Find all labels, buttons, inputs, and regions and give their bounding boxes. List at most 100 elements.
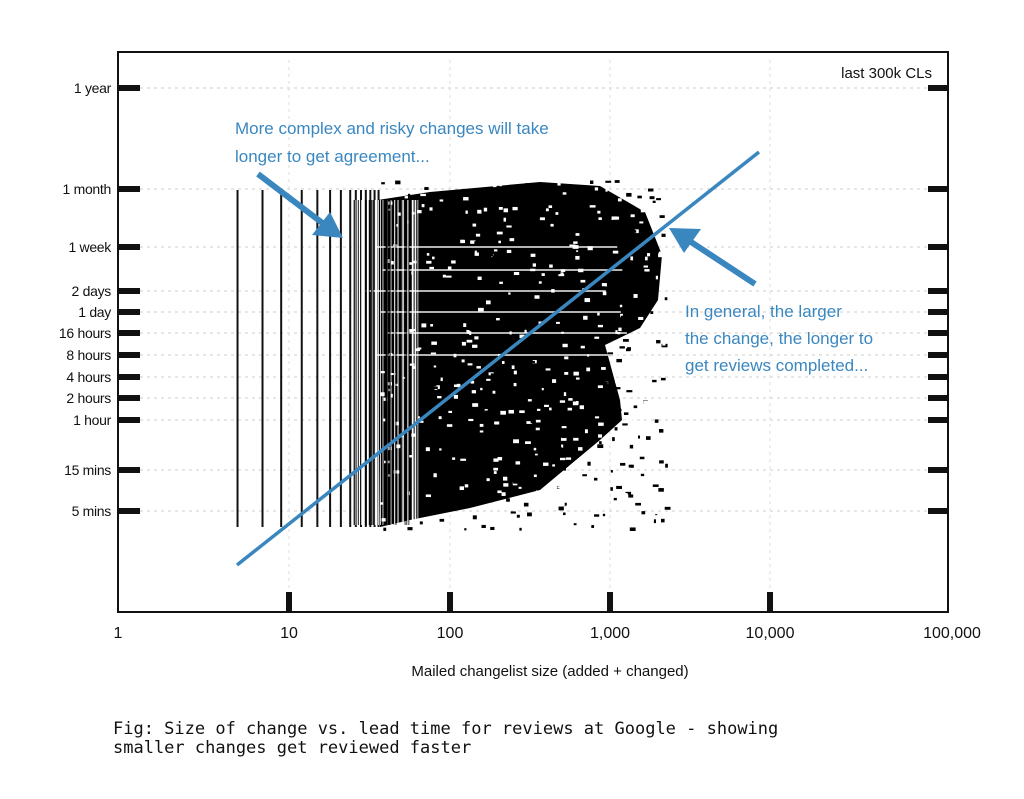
scatter-point <box>660 522 663 526</box>
scatter-point <box>540 396 543 400</box>
scatter-point <box>594 514 600 517</box>
scatter-point <box>580 251 587 255</box>
scatter-point <box>407 193 411 198</box>
scatter-point <box>522 446 528 450</box>
scatter-band <box>377 354 618 356</box>
scatter-point <box>653 519 657 524</box>
scatter-point <box>499 281 503 284</box>
scatter-point <box>530 253 536 257</box>
scatter-point <box>616 485 623 489</box>
scatter-point <box>536 490 539 493</box>
scatter-point <box>623 419 629 423</box>
scatter-point <box>653 427 659 432</box>
scatter-point <box>512 482 518 486</box>
y-tick-right <box>928 467 948 473</box>
scatter-point <box>639 456 645 460</box>
scatter-point <box>649 440 655 444</box>
scatter-point <box>545 368 551 371</box>
scatter-point <box>610 487 613 491</box>
scatter-point <box>480 371 486 375</box>
scatter-point <box>635 502 642 506</box>
scatter-point <box>506 225 512 228</box>
scatter-point <box>407 256 414 260</box>
figure-caption: Fig: Size of change vs. lead time for re… <box>113 719 779 758</box>
scatter-point <box>438 416 442 420</box>
scatter-point <box>630 214 635 218</box>
scatter-point <box>422 314 427 318</box>
y-tick-label: 2 days <box>72 283 112 299</box>
scatter-point <box>443 458 449 462</box>
scatter-point <box>503 286 508 290</box>
scatter-point <box>493 249 498 252</box>
scatter-point <box>435 379 438 382</box>
scatter-point <box>535 419 541 423</box>
scatter-point <box>430 324 434 327</box>
scatter-point <box>620 462 626 466</box>
scatter-point <box>447 266 452 270</box>
scatter-point <box>451 434 458 438</box>
scatter-point <box>558 274 565 277</box>
scatter-point <box>602 430 607 433</box>
scatter-point <box>423 403 426 407</box>
scatter-point <box>601 283 607 287</box>
scatter-point <box>472 344 478 348</box>
y-tick-label: 1 year <box>74 80 112 96</box>
scatter-point <box>541 449 548 453</box>
scatter-point <box>647 188 654 192</box>
scatter-point <box>439 199 444 202</box>
scatter-point <box>406 491 410 496</box>
scatter-point <box>555 212 559 215</box>
scatter-point <box>615 387 621 390</box>
scatter-point <box>482 300 486 304</box>
scatter-point <box>573 371 579 376</box>
scatter-point <box>644 226 648 229</box>
scatter-point <box>604 381 608 386</box>
scatter-point <box>646 249 651 253</box>
scatter-point <box>647 253 651 257</box>
scatter-point <box>652 291 657 296</box>
scatter-point <box>604 411 611 414</box>
arrow-2 <box>669 228 757 287</box>
scatter-point <box>644 269 650 272</box>
scatter-point <box>557 258 563 262</box>
scatter-point <box>455 425 460 430</box>
scatter-point <box>605 213 611 218</box>
x-tick <box>767 592 773 612</box>
scatter-point <box>411 466 417 470</box>
scatter-point <box>599 441 602 445</box>
scatter-point <box>628 464 632 468</box>
arrow-1 <box>256 171 343 238</box>
scatter-point <box>536 408 541 411</box>
scatter-point <box>659 460 664 464</box>
scatter-point <box>408 342 413 346</box>
scatter-point <box>563 466 567 471</box>
scatter-point <box>549 264 553 268</box>
scatter-point <box>480 387 483 391</box>
x-tick-label: 10 <box>280 625 298 642</box>
scatter-point <box>508 395 514 400</box>
scatter-point <box>464 528 467 531</box>
scatter-point <box>408 455 413 458</box>
y-tick-label: 8 hours <box>66 347 111 363</box>
scatter-point <box>425 494 432 498</box>
scatter-point <box>605 188 608 192</box>
annotation-1: More complex and risky changes will take… <box>235 119 553 166</box>
scatter-point <box>597 418 604 421</box>
scatter-point <box>582 474 587 477</box>
scatter-point <box>525 344 531 347</box>
scatter-point <box>524 369 529 374</box>
scatter-point <box>647 489 653 494</box>
scatter-point <box>619 505 622 509</box>
scatter-point <box>421 204 425 208</box>
scatter-point <box>579 181 585 185</box>
scatter-point <box>570 236 576 240</box>
scatter-point <box>581 415 585 419</box>
scatter-point <box>622 423 628 426</box>
scatter-point <box>589 206 593 210</box>
scatter-point <box>652 379 657 383</box>
scatter-point <box>571 208 577 213</box>
scatter-point <box>618 408 622 412</box>
scatter-point <box>395 383 399 386</box>
scatter-point <box>502 415 508 419</box>
scatter-point <box>441 206 446 209</box>
